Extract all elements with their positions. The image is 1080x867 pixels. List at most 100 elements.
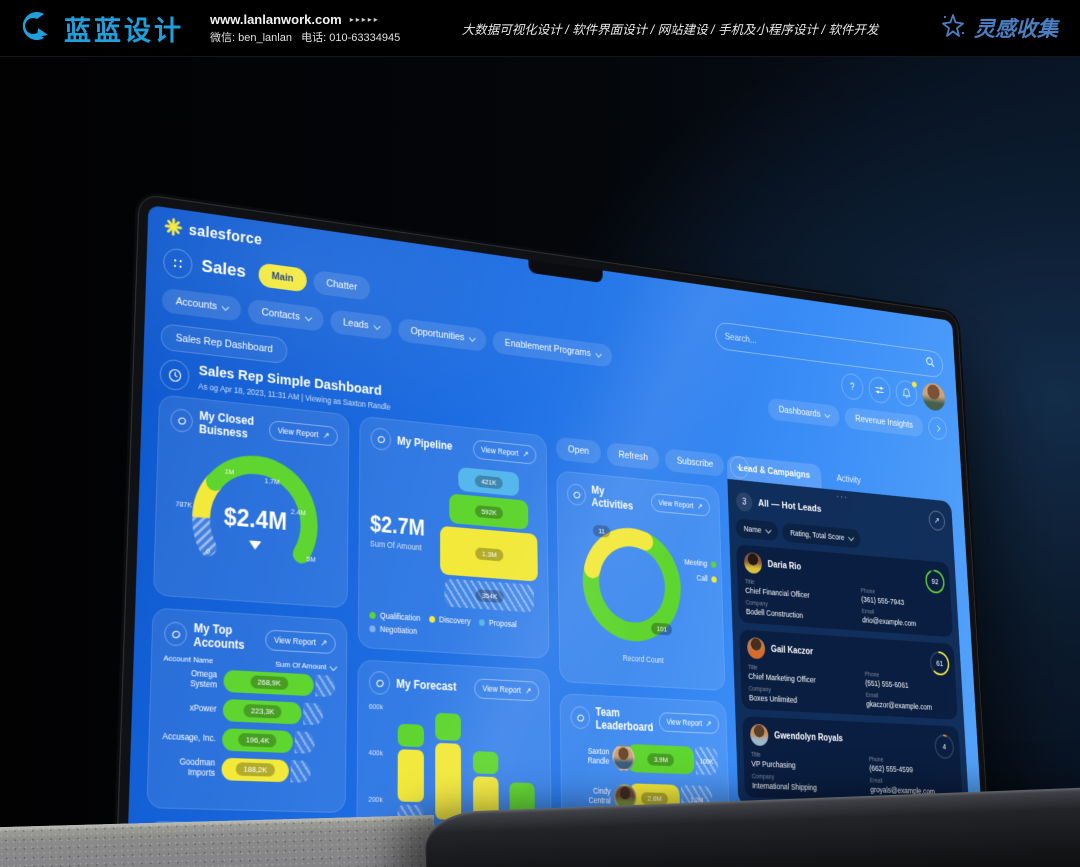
nav-contacts[interactable]: Contacts: [248, 298, 324, 332]
notifications-button[interactable]: [895, 379, 918, 408]
legend-item: Meeting: [684, 557, 717, 568]
slice-label: 101: [651, 622, 673, 636]
view-report-button[interactable]: View Report ↗: [264, 628, 336, 654]
chevron-down-icon: [595, 350, 602, 358]
bell-icon: [902, 387, 912, 399]
funnel-chart: 421K 592K 1.3M 354K: [440, 465, 538, 613]
activities-card: My Activities View Report ↗ 11 101: [556, 470, 726, 691]
top-accounts-card: My Top Accounts View Report ↗ Account Nam…: [146, 607, 348, 814]
user-avatar[interactable]: [921, 381, 946, 412]
banner-left: 蓝蓝设计 www.lanlanwork.com ▸▸▸▸▸ 微信: ben_la…: [0, 9, 400, 48]
view-report-button[interactable]: View Report ↗: [658, 711, 720, 734]
nav-accounts[interactable]: Accounts: [161, 287, 242, 322]
arrow-up-right-icon: ↗: [696, 501, 703, 511]
phone-number: 电话: 010-63334945: [301, 31, 401, 44]
chevron-down-icon: [221, 303, 230, 312]
legend-item: Qualification: [369, 610, 420, 623]
column-2: My Pipeline View Report ↗ $2.7M Sum Of Am…: [355, 415, 553, 854]
chevron-down-icon: [304, 313, 312, 322]
subscribe-button[interactable]: Subscribe: [665, 448, 725, 477]
arrow-up-right-icon: ↗: [522, 448, 529, 459]
leads-panel: ··· 3 All — Hot Leads ↗ Name Rating, Tot…: [727, 478, 970, 812]
settings-sliders-button[interactable]: [868, 375, 892, 405]
banner-right: 灵感收集: [940, 13, 1080, 44]
help-button[interactable]: ?: [840, 372, 864, 402]
breadcrumb[interactable]: Sales Rep Dashboard: [160, 323, 288, 365]
lead-card[interactable]: Gwendolyn Royals 4 Title VP Purchasin: [742, 716, 963, 804]
legend-item: Negotiation: [369, 623, 417, 636]
lead-card[interactable]: Gail Kaczor 61 Title Chief Marketing: [739, 629, 958, 720]
card-title: My Pipeline: [397, 434, 453, 453]
salesforce-logo-icon: [164, 216, 183, 241]
avatar: [749, 723, 769, 747]
avatar: [746, 636, 766, 660]
gauge-tick: 1.7M: [264, 476, 280, 487]
chevron-down-icon: [765, 526, 772, 534]
laptop: salesforce Sales Main Chatter Accou: [116, 193, 991, 862]
pipeline-total: $2.7M: [370, 510, 425, 540]
services-list: 大数据可视化设计 / 软件界面设计 / 网站建设 / 手机及小程序设计 / 软件…: [461, 22, 879, 37]
legend-item: Proposal: [479, 617, 517, 629]
app-launcher-button[interactable]: [162, 246, 193, 280]
scene: salesforce Sales Main Chatter Accou: [0, 57, 1080, 867]
tab-chatter[interactable]: Chatter: [313, 269, 370, 301]
nav-opportunities[interactable]: Opportunities: [398, 317, 487, 352]
laptop-screen: salesforce Sales Main Chatter Accou: [127, 204, 985, 854]
arrow-up-right-icon: ↗: [322, 429, 330, 440]
filter-name[interactable]: Name: [735, 518, 779, 542]
arrow-up-right-icon: ↗: [933, 515, 940, 526]
chevron-right-icon: [934, 425, 941, 432]
chevron-down-icon: [468, 334, 476, 342]
refresh-card-icon[interactable]: [370, 426, 392, 452]
gauge-tick: 1M: [224, 466, 235, 477]
pipeline-card: My Pipeline View Report ↗ $2.7M Sum Of Am…: [357, 415, 550, 660]
brand-name: 蓝蓝设计: [64, 15, 184, 46]
gauge-tick: 0: [206, 546, 211, 556]
nav-leads[interactable]: Leads: [330, 309, 392, 341]
gauge-pointer: [248, 540, 262, 551]
account-bar-row: Goodman Imports 188,2K: [160, 751, 335, 786]
refresh-card-icon[interactable]: [566, 482, 587, 507]
lanlan-logo-icon: [18, 9, 54, 48]
view-report-button[interactable]: View Report ↗: [472, 439, 537, 465]
nav-dashboards[interactable]: Dashboards: [767, 397, 840, 428]
lead-name: Gail Kaczor: [770, 643, 814, 658]
nav-revenue-insights[interactable]: Revenue Insights: [844, 406, 924, 438]
tab-main[interactable]: Main: [258, 262, 307, 293]
slice-label: 11: [592, 524, 611, 538]
refresh-card-icon[interactable]: [163, 621, 188, 647]
chevron-down-icon: [824, 411, 831, 419]
lead-card[interactable]: Daria Rio 92 Title Chief Financial Of: [736, 544, 953, 638]
nav-enablement-programs[interactable]: Enablement Programs: [492, 329, 612, 368]
donut-chart: 11 101: [572, 512, 692, 656]
arrows-decoration: ▸▸▸▸▸: [349, 14, 380, 24]
open-button[interactable]: Open: [555, 436, 601, 465]
banner-contact: www.lanlanwork.com ▸▸▸▸▸ 微信: ben_lanlan …: [210, 12, 400, 45]
refresh-button[interactable]: Refresh: [606, 442, 660, 471]
sparkle-star-icon: [940, 13, 966, 44]
view-report-button[interactable]: View Report ↗: [650, 492, 711, 517]
refresh-card-icon[interactable]: [368, 670, 391, 696]
score-ring: 61: [929, 650, 951, 677]
refresh-card-icon[interactable]: [570, 705, 591, 730]
view-report-button[interactable]: View Report ↗: [473, 677, 540, 702]
gauge-tick: 5M: [306, 554, 316, 564]
app-title: Sales: [201, 256, 247, 282]
filter-rating[interactable]: Rating, Total Score: [782, 522, 861, 549]
count-badge: 3: [735, 491, 753, 513]
app-launcher-icon: [172, 256, 184, 270]
card-title: Team Leaderboard: [595, 705, 654, 734]
card-title: My Closed Buisness: [198, 408, 255, 441]
sliders-icon: [875, 384, 885, 397]
refresh-card-icon[interactable]: [170, 407, 194, 434]
website-link[interactable]: www.lanlanwork.com: [210, 11, 342, 27]
view-report-button[interactable]: View Report ↗: [268, 419, 338, 447]
expand-button[interactable]: ↗: [928, 509, 946, 532]
clock-icon: [159, 358, 190, 392]
drag-handle-dots[interactable]: ···: [836, 491, 849, 503]
scroll-right-button[interactable]: [927, 416, 948, 441]
promo-banner: 蓝蓝设计 www.lanlanwork.com ▸▸▸▸▸ 微信: ben_la…: [0, 0, 1080, 57]
wechat-id: 微信: ben_lanlan: [210, 31, 292, 44]
chevron-down-icon: [373, 322, 381, 330]
closed-business-card: My Closed Buisness View Report ↗: [152, 394, 350, 609]
